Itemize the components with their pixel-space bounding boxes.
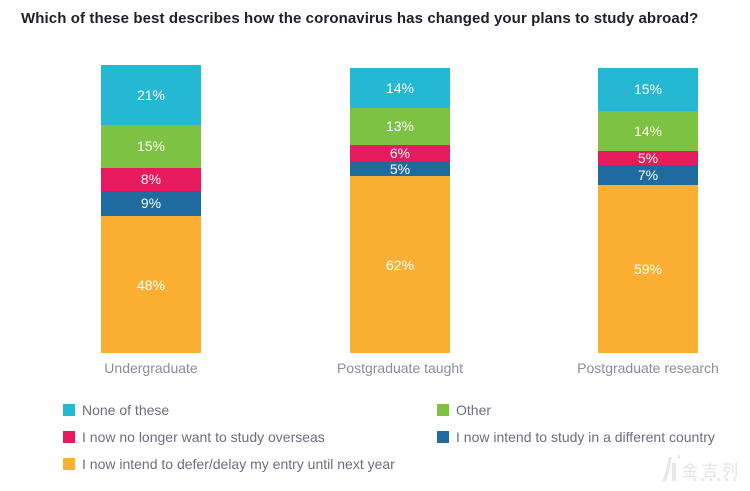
plot-area: 21% 15% 8% 9% 48% Undergraduate 14% 13% 6% 5% 62% P…	[101, 65, 719, 376]
watermark-text: 金吉列	[681, 463, 742, 480]
segment-value-label: 62%	[385, 256, 415, 273]
segment-value-label: 8%	[140, 171, 162, 188]
bar-segment[interactable]: 14%	[350, 67, 450, 108]
segment-value-label: 21%	[136, 86, 166, 103]
segment-value-label: 5%	[637, 150, 659, 165]
legend-label: I now no longer want to study overseas	[82, 429, 325, 445]
legend-item-3[interactable]: I now no longer want to study overseas	[63, 430, 437, 444]
legend-label: I now intend to defer/delay my entry unt…	[82, 456, 395, 472]
legend-swatch	[63, 404, 75, 416]
legend-item-1[interactable]: None of these	[63, 403, 437, 417]
bar-segment[interactable]: 48%	[101, 216, 201, 353]
category-label: Postgraduate research	[577, 360, 719, 376]
legend-label: Other	[456, 402, 492, 418]
segment-value-label: 13%	[385, 118, 415, 135]
segment-value-label: 7%	[637, 166, 659, 183]
legend-item-2[interactable]: Other	[437, 403, 715, 417]
bar-segment[interactable]: 13%	[350, 107, 450, 145]
bar-segment[interactable]: 59%	[598, 184, 698, 353]
bar-segment[interactable]: 5%	[598, 150, 698, 165]
category-label: Undergraduate	[104, 360, 198, 376]
segment-value-label: 5%	[389, 162, 411, 177]
legend-swatch	[437, 404, 449, 416]
stacked-bar-3[interactable]: 15% 14% 5% 7% 59%	[598, 67, 698, 353]
segment-value-label: 15%	[136, 138, 166, 155]
legend-label: None of these	[82, 402, 170, 418]
legend-label: I now intend to study in a different cou…	[456, 429, 715, 445]
segment-value-label: 6%	[389, 145, 411, 162]
segment-value-label: 14%	[633, 122, 663, 139]
bar-segment[interactable]: 8%	[101, 167, 201, 191]
watermark: 金吉列	[660, 453, 742, 485]
chart-title: Which of these best describes how the co…	[21, 10, 699, 27]
bar-segment[interactable]: 7%	[598, 164, 698, 185]
bar-segment[interactable]: 14%	[598, 110, 698, 151]
legend-swatch	[63, 431, 75, 443]
stacked-bar-2[interactable]: 14% 13% 6% 5% 62%	[350, 67, 450, 353]
segment-value-label: 9%	[140, 195, 162, 212]
bar-segment[interactable]: 62%	[350, 176, 450, 353]
stacked-bar-1[interactable]: 21% 15% 8% 9% 48%	[101, 65, 201, 353]
segment-value-label: 15%	[633, 81, 663, 98]
bar-segment[interactable]: 15%	[598, 67, 698, 111]
legend-swatch	[63, 458, 75, 470]
segment-value-label: 48%	[136, 276, 166, 293]
legend-item-5[interactable]: I now intend to defer/delay my entry unt…	[63, 457, 437, 471]
bar-segment[interactable]: 21%	[101, 65, 201, 125]
bar-segment[interactable]: 15%	[101, 124, 201, 168]
watermark-logo-icon	[661, 455, 680, 481]
legend-item-4[interactable]: I now intend to study in a different cou…	[437, 430, 715, 444]
bar-segment[interactable]: 6%	[350, 144, 450, 163]
bar-segment[interactable]: 5%	[350, 162, 450, 177]
segment-value-label: 14%	[385, 79, 415, 96]
category-label: Postgraduate taught	[336, 360, 464, 376]
legend-swatch	[437, 431, 449, 443]
watermark-subtext-dots	[693, 478, 736, 481]
segment-value-label: 59%	[633, 260, 663, 277]
legend: None of these Other I now no longer want t…	[63, 403, 715, 471]
bar-segment[interactable]: 9%	[101, 190, 201, 217]
